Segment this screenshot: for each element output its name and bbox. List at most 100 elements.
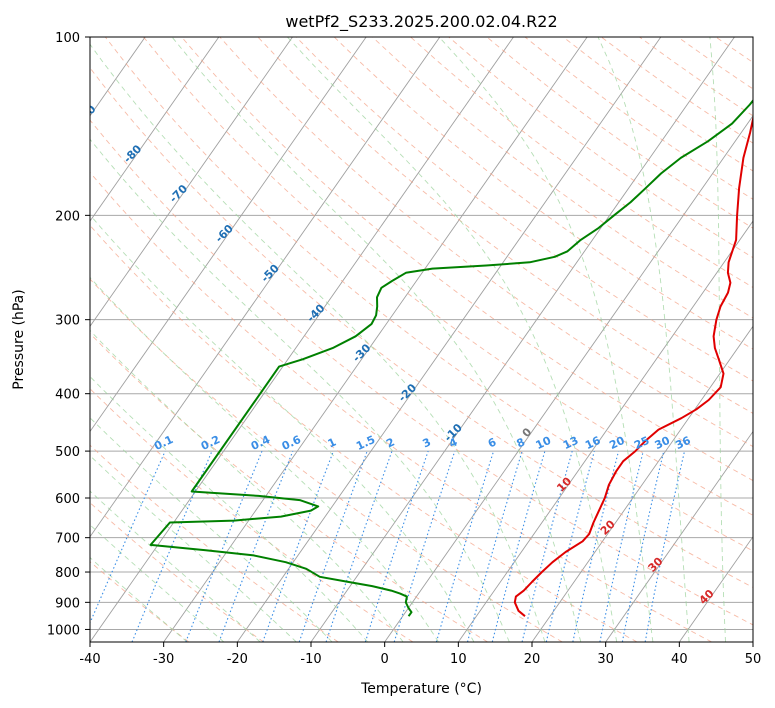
mixing-ratio-line [521,450,573,642]
mixing-ratio-label: 8 [514,435,526,450]
mixing-ratio-line [218,450,294,642]
y-tick-label: 100 [55,31,80,46]
mixing-ratio-line [435,450,495,642]
isotherm-label: -40 [304,301,327,324]
x-tick-label: 0 [381,652,389,667]
y-tick-label: 200 [55,209,80,224]
y-tick-label: 400 [55,388,80,403]
moist-adiabat-line [90,329,404,642]
isotherm-label: -90 [75,102,98,125]
mixing-ratio-label: 0.4 [249,433,272,453]
mixing-ratio-line [393,450,456,642]
moist-adiabat-line [90,524,225,642]
dry-adiabat-line [372,37,753,319]
background-lines [90,37,775,642]
mixing-ratio-line [298,450,368,642]
mixing-ratio-label: 3 [420,435,432,450]
x-axis-label: Temperature (°C) [360,681,482,697]
isotherm-label: -70 [167,182,190,205]
mixing-ratio-label: 25 [632,434,651,452]
mixing-ratio-line [572,450,620,642]
y-tick-label: 600 [55,492,80,507]
isotherm-label: -10 [442,421,465,444]
mixing-ratio-label: 16 [583,434,603,452]
dry-adiabat-line [90,561,190,642]
mixing-ratio-line [466,450,523,642]
mixing-ratio-line [599,450,644,642]
x-tick-label: -10 [300,652,321,667]
dry-adiabat-line [257,37,753,414]
x-tick-label: 50 [745,652,762,667]
mixing-ratio-label: 0.6 [280,433,303,453]
mixing-ratio-line [90,450,166,625]
moist-adiabat-line [90,417,333,642]
dewpoint-profile-line [149,98,753,617]
mixing-ratio-line [545,450,595,642]
isotherm-line [90,37,293,328]
mixing-ratio-label: 10 [534,434,554,452]
mixing-ratio-label: 13 [561,434,580,452]
mixing-ratio-line [364,450,429,642]
dry-adiabat-line [524,37,753,200]
isotherm-line [457,220,753,642]
dry-adiabat-line [219,37,753,448]
moist-adiabat-line [90,490,261,642]
mixing-ratio-label: 30 [653,434,673,452]
mixing-ratio-label: 36 [673,434,693,452]
y-tick-label: 1000 [47,623,80,638]
moist-adiabat-line [90,138,510,642]
mixing-ratio-label: 6 [486,435,499,450]
isotherm-label: -60 [213,222,236,245]
dry-adiabat-line [181,37,753,482]
mixing-ratio-label: 1.5 [354,433,377,453]
y-tick-label: 800 [55,566,80,581]
x-tick-label: -30 [153,652,174,667]
x-tick-label: 20 [524,652,541,667]
isotherm-line [163,37,588,642]
isotherm-line [678,535,753,642]
plot-frame [89,36,754,643]
moist-adiabat-line [287,37,618,642]
mixing-ratio-line [262,450,334,642]
dry-adiabat-line [143,37,753,516]
isotherm-label: -30 [350,341,373,364]
moist-adiabat-line [709,37,727,642]
mixing-ratio-line [185,450,263,642]
y-tick-label: 500 [55,445,80,460]
moist-adiabat-line [597,37,690,642]
mixing-ratio-line [131,450,213,642]
mixing-ratio-line [491,450,546,642]
x-tick-label: -20 [227,652,248,667]
dry-adiabat-line [295,37,753,382]
isotherm-line [752,641,753,642]
dry-adiabat-line [715,37,753,63]
dry-adiabat-line [333,37,753,350]
isotherm-line [90,37,514,642]
dry-adiabat-line [639,37,753,117]
isotherm-line [384,115,753,642]
isotherm-label: -100 [27,60,56,89]
mixing-ratio-label: 0.2 [199,433,222,453]
x-tick-label: -40 [79,652,100,667]
moist-adiabat-line [438,37,654,642]
dry-adiabat-line [754,37,775,642]
moist-adiabat-line [90,375,369,642]
sounding-profiles [149,98,753,617]
axes: -40 -30 -20 -10 0 10 20 30 40 5010020030040050060… [47,31,761,667]
x-tick-label: 30 [597,652,614,667]
x-tick-label: 10 [450,652,467,667]
dry-adiabat-line [90,444,339,642]
isotherm-line [90,37,367,433]
mixing-ratio-line [621,450,665,642]
isotherm-label: 10 [554,474,574,494]
dry-adiabat-line [90,171,712,642]
y-axis-label: Pressure (hPa) [11,289,27,389]
isotherm-line [605,430,753,642]
mixing-ratio-line [325,450,393,642]
isotherm-label: -20 [396,381,419,404]
isotherm-line [90,37,441,538]
mixing-ratio-label: 1 [326,435,338,450]
line-labels: 0.1 0.2 0.4 0.6 1 1.5 2 3 4 6 8 10 13 16 20 25 30 36-100-… [27,60,717,607]
x-tick-label: 40 [671,652,688,667]
